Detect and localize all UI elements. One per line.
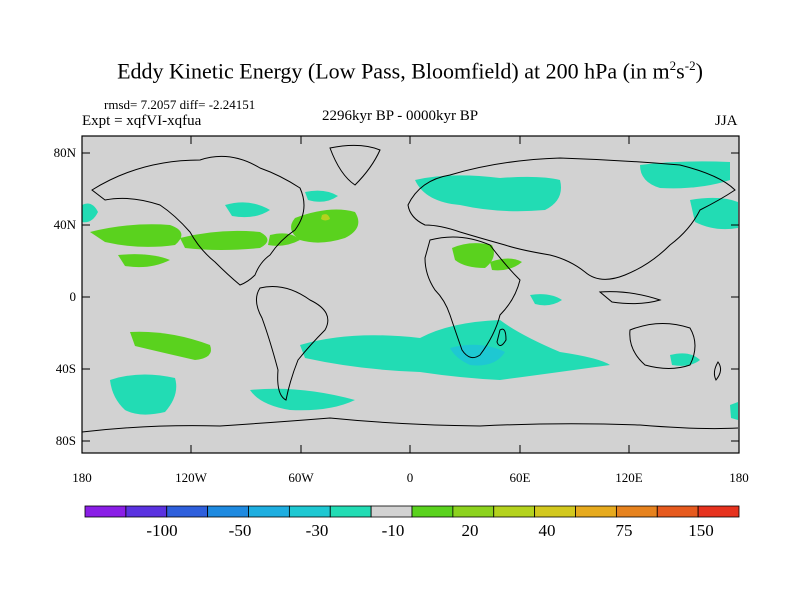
coast-madagascar	[496, 328, 507, 346]
plot-title: Eddy Kinetic Energy (Low Pass, Bloomfiel…	[117, 58, 703, 84]
colorbar-label: 20	[461, 521, 479, 540]
anomaly-patch	[640, 161, 730, 189]
lon-label: 120E	[615, 470, 643, 485]
colorbar-label: 40	[538, 521, 556, 540]
lat-label: 40S	[55, 361, 76, 376]
anomaly-fields	[82, 161, 738, 420]
colorbar-label: -100	[146, 521, 178, 540]
lon-label: 180	[729, 470, 749, 485]
colorbar-swatch	[84, 505, 127, 518]
colorbar-swatch	[697, 505, 740, 518]
anomaly-patch	[118, 254, 170, 268]
colorbar-swatch	[575, 505, 617, 518]
colorbar-label: -50	[228, 521, 252, 540]
colorbar-swatch	[452, 505, 495, 518]
lat-label: 40N	[53, 217, 76, 232]
colorbar-swatch	[411, 505, 454, 518]
coast-indonesia	[598, 291, 662, 305]
anomaly-patch	[130, 331, 211, 360]
anomaly-patch	[415, 175, 561, 212]
colorbar-swatch	[166, 505, 209, 518]
anomaly-patch	[450, 344, 505, 366]
coast-europe-asia	[407, 157, 736, 280]
period-label: 2296kyr BP - 0000kyr BP	[322, 108, 479, 124]
anomaly-patch	[250, 388, 355, 411]
colorbar-label: -30	[305, 521, 329, 540]
anomaly-patch	[268, 233, 300, 246]
lat-label: 0	[69, 289, 77, 304]
colorbar-swatch	[534, 505, 576, 518]
lon-label: 60W	[288, 470, 314, 485]
coast-south-america	[256, 286, 329, 401]
anomaly-patch	[305, 190, 338, 202]
lon-ticks	[190, 136, 630, 453]
season-label: JJA	[715, 113, 738, 129]
coast-africa	[424, 236, 521, 359]
coast-antarctica	[81, 417, 739, 433]
colorbar-swatch	[493, 505, 536, 518]
colorbar-swatch	[329, 505, 372, 518]
anomaly-patch	[90, 224, 182, 247]
colorbar-swatch	[288, 505, 331, 518]
anomaly-patch	[530, 294, 562, 306]
lat-label: 80S	[55, 433, 76, 448]
lon-label: 0	[406, 470, 414, 485]
anomaly-patch	[82, 203, 98, 223]
anomaly-patch	[110, 374, 177, 415]
coast-new-zealand	[713, 361, 722, 381]
anomaly-patch	[452, 243, 494, 268]
coast-north-america	[91, 155, 305, 286]
anomaly-patch	[180, 230, 268, 250]
colorbar-swatch	[615, 505, 658, 518]
colorbar-label: 75	[615, 521, 633, 540]
anomaly-patch	[730, 402, 738, 420]
lat-label: 80N	[53, 145, 76, 160]
colorbar-swatch	[656, 505, 699, 518]
colorbar-swatch	[248, 505, 290, 518]
anomaly-patch	[321, 214, 330, 221]
colorbar	[84, 505, 740, 518]
lon-label: 120W	[175, 470, 207, 485]
coastlines	[81, 144, 739, 433]
anomaly-patch	[690, 197, 738, 230]
colorbar-label: 150	[688, 521, 714, 540]
lon-label: 60E	[509, 470, 531, 485]
anomaly-patch	[225, 202, 270, 218]
stats-text: rmsd= 7.2057 diff= -2.24151	[104, 97, 256, 112]
colorbar-swatch	[207, 505, 249, 518]
anomaly-patch	[670, 353, 700, 366]
colorbar-swatch	[370, 505, 413, 518]
experiment-label: Expt = xqfVI-xqfua	[82, 113, 202, 129]
colorbar-label: -10	[381, 521, 405, 540]
lat-ticks	[82, 152, 739, 442]
coast-australia	[629, 323, 696, 369]
lon-label: 180	[72, 470, 92, 485]
anomaly-patch	[291, 209, 359, 243]
colorbar-swatch	[125, 505, 168, 518]
coast-greenland	[329, 144, 381, 186]
map-background	[82, 136, 739, 453]
